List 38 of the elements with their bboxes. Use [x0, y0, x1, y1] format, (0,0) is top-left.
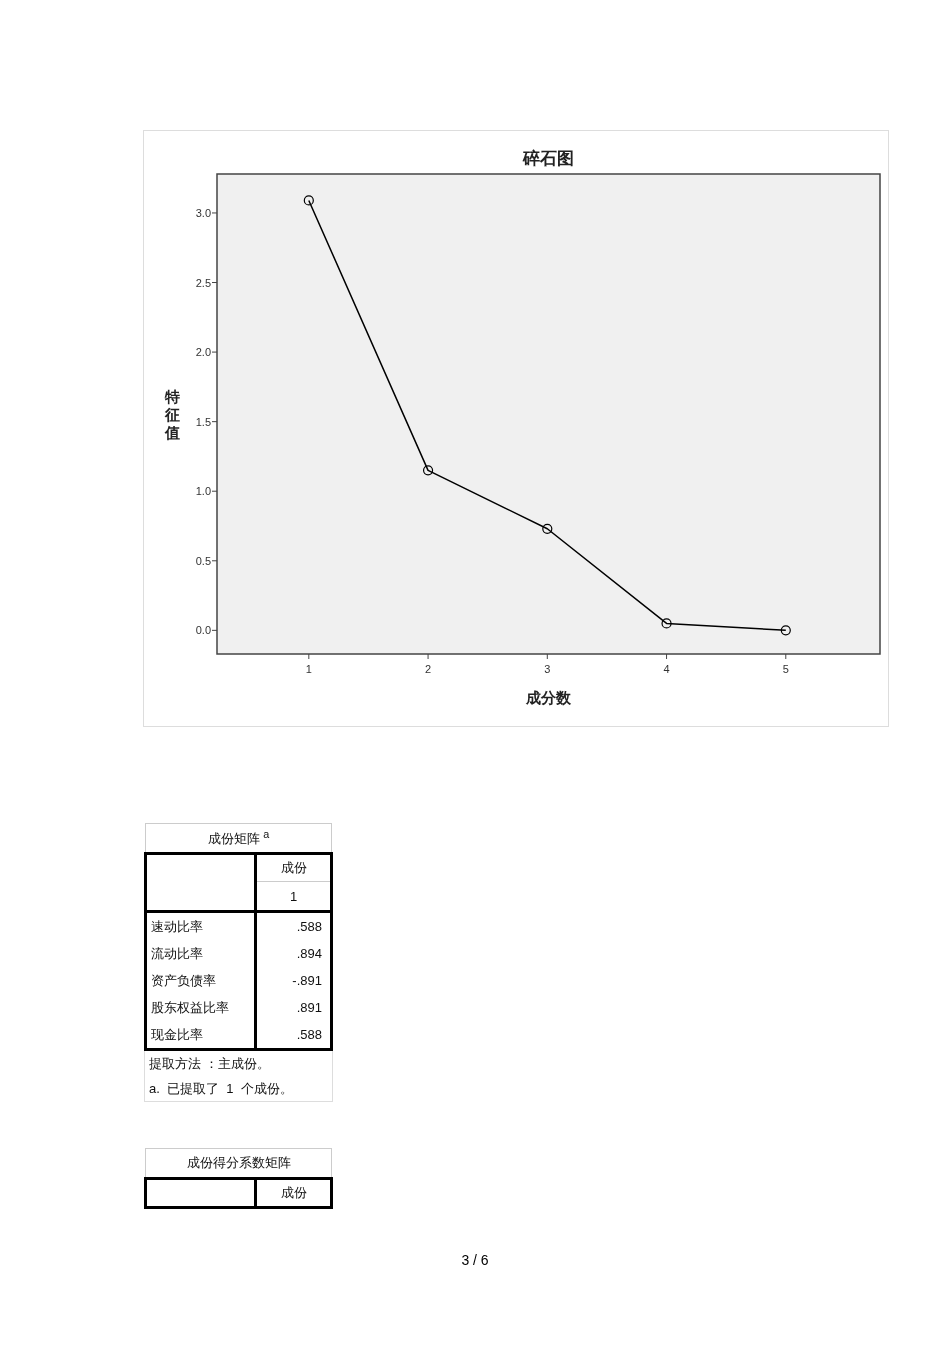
- category-label: 资产负债率: [145, 967, 256, 994]
- x-tick-label: 2: [425, 663, 432, 675]
- legend-title: 成份: [255, 853, 332, 882]
- y-axis-title: 特征值: [163, 388, 180, 441]
- data-label: .891: [255, 994, 332, 1021]
- y-tick-label: 2.5: [195, 276, 211, 289]
- x-tick-label: 1: [305, 663, 312, 675]
- text: 提取方法 ：主成份。: [148, 1055, 271, 1073]
- y-tick-label: 2.0: [195, 346, 211, 359]
- point: [661, 618, 672, 629]
- point: [780, 625, 791, 636]
- legend-title: 成份: [255, 1178, 332, 1208]
- point: [303, 195, 314, 206]
- data-label: .588: [255, 911, 332, 940]
- text: 1: [255, 881, 332, 912]
- text: 成份矩阵 $^{a}$: [145, 823, 332, 854]
- chart-title: 碎石图: [522, 149, 574, 168]
- x-tick-label: 4: [663, 663, 670, 675]
- text: a. 已提取了 1 个成份。: [148, 1080, 294, 1098]
- y-tick-label: 0.0: [195, 624, 211, 637]
- data-label: .894: [255, 940, 332, 967]
- category-label: 流动比率: [145, 940, 256, 967]
- y-tick-label: 0.5: [195, 554, 211, 567]
- category-label: 股东权益比率: [145, 994, 256, 1021]
- y-tick-label: 1.0: [195, 485, 211, 498]
- text: 3 / 6: [460, 1252, 490, 1268]
- y-tick-label: 3.0: [195, 206, 211, 219]
- category-label: 速动比率: [145, 911, 256, 940]
- data-label: .588: [255, 1021, 332, 1050]
- x-tick-label: 5: [782, 663, 789, 675]
- x-tick-label: 3: [544, 663, 551, 675]
- point: [422, 465, 434, 476]
- point: [542, 523, 553, 534]
- text: 成份得分系数矩阵: [145, 1148, 332, 1179]
- x-axis-title: 成分数: [525, 689, 572, 706]
- data-label: -.891: [255, 967, 332, 994]
- category-label: 现金比率: [145, 1021, 256, 1050]
- y-tick-label: 1.5: [195, 415, 211, 428]
